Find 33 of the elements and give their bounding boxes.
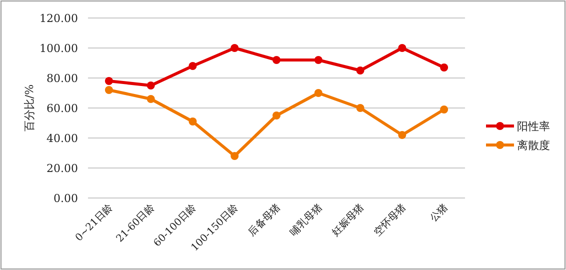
- point: [356, 104, 364, 112]
- point: [314, 56, 322, 64]
- legend-label: 阳性率: [517, 120, 550, 133]
- point: [104, 77, 113, 85]
- point: [398, 131, 406, 139]
- point: [104, 86, 113, 94]
- legend-label: 离散度: [517, 139, 550, 152]
- y-tick-label: 40.00: [46, 132, 78, 145]
- point: [440, 106, 448, 114]
- x-tick-label: 哺乳母猪: [288, 202, 325, 238]
- point: [440, 64, 448, 72]
- y-tick-label: 80.00: [46, 72, 78, 85]
- y-tick-label: 60.00: [46, 102, 78, 115]
- x-tick-label: 公猪: [428, 202, 450, 224]
- y-tick-label: 100.00: [40, 42, 78, 55]
- x-tick-label: 空怀母猪: [372, 202, 408, 238]
- point: [230, 44, 239, 52]
- point: [272, 112, 280, 120]
- x-tick-label: 妊娠母猪: [330, 202, 366, 238]
- y-axis-title: 百分比/%: [23, 84, 36, 132]
- point: [356, 66, 364, 74]
- point: [146, 82, 155, 90]
- y-tick-label: 20.00: [46, 162, 78, 175]
- y-tick-label: 0.00: [54, 192, 78, 205]
- point: [272, 56, 280, 64]
- point: [230, 152, 239, 160]
- point: [398, 44, 406, 52]
- x-tick-label: 后备母猪: [246, 202, 283, 238]
- point: [188, 62, 197, 70]
- point: [188, 118, 197, 126]
- point: [314, 89, 322, 97]
- y-tick-label: 120.00: [40, 12, 78, 25]
- point: [146, 95, 155, 103]
